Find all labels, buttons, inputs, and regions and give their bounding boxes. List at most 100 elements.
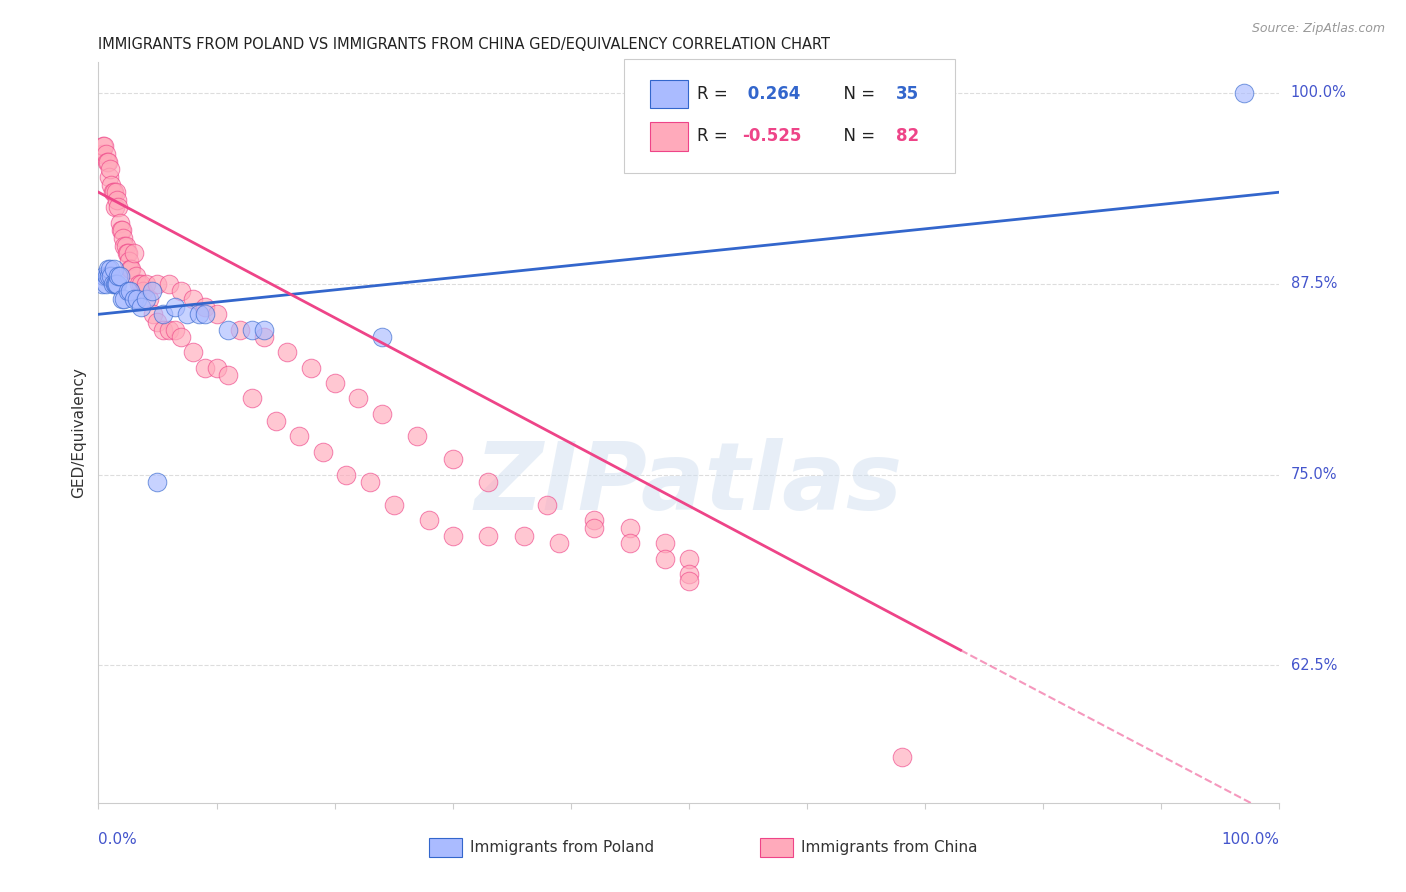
Text: 82: 82 [896, 128, 918, 145]
Point [122, 292, 145, 306]
Point [105, 277, 128, 291]
Point [128, 277, 150, 291]
Point [105, 277, 128, 291]
Point [146, 277, 169, 291]
FancyBboxPatch shape [624, 59, 955, 173]
Text: Immigrants from China: Immigrants from China [801, 839, 977, 855]
Point [335, 467, 357, 482]
Point [107, 201, 129, 215]
Point [157, 277, 180, 291]
Point [194, 360, 217, 375]
Point [240, 322, 263, 336]
Point [105, 185, 128, 199]
Point [299, 360, 322, 375]
Point [347, 391, 370, 405]
Point [141, 285, 163, 299]
Point [117, 285, 139, 299]
Point [114, 238, 136, 252]
Point [103, 185, 125, 199]
Point [98, 261, 121, 276]
Point [96, 154, 118, 169]
Point [142, 307, 165, 321]
Point [181, 345, 204, 359]
Point [240, 391, 263, 405]
Point [371, 330, 394, 344]
Point [97, 261, 120, 276]
Point [91, 147, 114, 161]
Text: 0.264: 0.264 [742, 86, 800, 103]
Point [382, 498, 405, 512]
Point [205, 360, 228, 375]
Point [115, 246, 138, 260]
Point [111, 292, 134, 306]
Point [441, 529, 464, 543]
Point [112, 231, 135, 245]
Point [93, 139, 115, 153]
Point [91, 277, 114, 291]
Text: N =: N = [832, 128, 880, 145]
Point [118, 253, 141, 268]
Point [152, 307, 174, 321]
Point [371, 407, 394, 421]
Point [359, 475, 381, 490]
Point [91, 139, 114, 153]
Point [165, 322, 187, 336]
Point [93, 269, 115, 284]
Point [105, 193, 128, 207]
Text: 100.0%: 100.0% [1291, 86, 1347, 101]
Point [512, 529, 534, 543]
Text: 62.5%: 62.5% [1291, 658, 1337, 673]
Point [120, 285, 142, 299]
Text: -0.525: -0.525 [742, 128, 801, 145]
Point [890, 750, 912, 764]
Point [253, 330, 276, 344]
Text: 100.0%: 100.0% [1222, 832, 1279, 847]
Point [135, 277, 157, 291]
Point [194, 307, 217, 321]
Point [104, 201, 127, 215]
Point [138, 292, 160, 306]
Text: R =: R = [697, 86, 733, 103]
Point [132, 285, 155, 299]
Point [264, 414, 287, 428]
Point [323, 376, 346, 390]
Point [229, 322, 252, 336]
Point [217, 368, 239, 383]
FancyBboxPatch shape [650, 122, 688, 151]
FancyBboxPatch shape [759, 838, 793, 857]
Point [406, 429, 429, 443]
Point [165, 300, 187, 314]
Point [129, 300, 152, 314]
Point [441, 452, 464, 467]
Point [96, 269, 118, 284]
Point [176, 307, 198, 321]
Point [121, 261, 143, 276]
Point [418, 513, 440, 527]
Point [111, 223, 134, 237]
Point [152, 322, 174, 336]
Point [583, 513, 606, 527]
Point [108, 269, 131, 284]
Point [288, 429, 311, 443]
Point [1233, 86, 1256, 100]
Point [107, 269, 129, 284]
Point [678, 551, 700, 566]
Point [583, 521, 606, 535]
Point [104, 277, 127, 291]
Point [112, 292, 135, 306]
Text: N =: N = [832, 86, 880, 103]
Point [103, 261, 125, 276]
Point [125, 269, 148, 284]
Text: 75.0%: 75.0% [1291, 467, 1337, 482]
Point [101, 185, 124, 199]
Point [157, 322, 180, 336]
Point [101, 277, 124, 291]
Point [117, 246, 139, 260]
Text: ZIPatlas: ZIPatlas [475, 439, 903, 531]
Text: 87.5%: 87.5% [1291, 277, 1337, 292]
Point [194, 300, 217, 314]
Point [678, 566, 700, 581]
Point [477, 475, 499, 490]
Text: IMMIGRANTS FROM POLAND VS IMMIGRANTS FROM CHINA GED/EQUIVALENCY CORRELATION CHAR: IMMIGRANTS FROM POLAND VS IMMIGRANTS FRO… [98, 37, 831, 52]
Point [129, 277, 152, 291]
